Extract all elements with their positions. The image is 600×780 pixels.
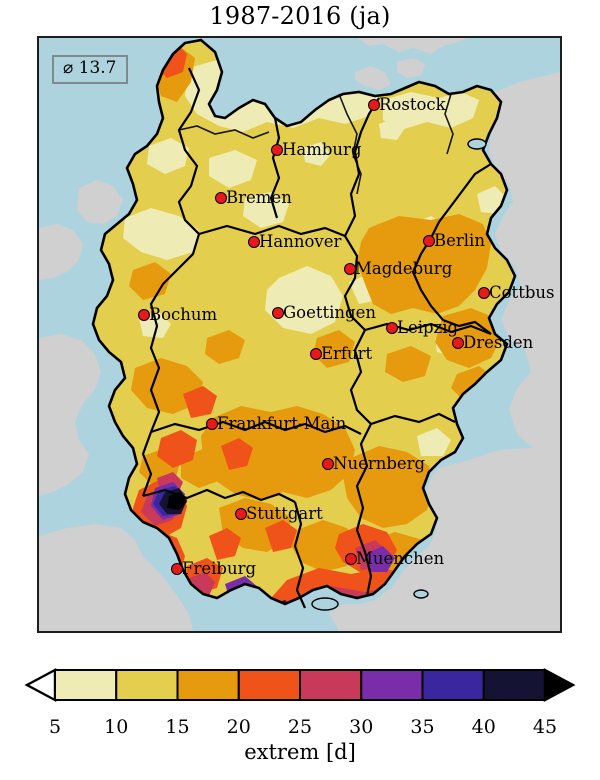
city-marker[interactable]: Nuernberg [322, 454, 425, 473]
colorbar-tick-label: 10 [104, 716, 129, 738]
city-dot-icon [345, 553, 357, 565]
city-marker[interactable]: Leipzig [386, 318, 458, 337]
city-label: Goettingen [283, 303, 376, 323]
colorbar-bin [482, 669, 546, 701]
city-marker[interactable]: Berlin [423, 231, 485, 250]
city-label: Dresden [463, 333, 534, 353]
map-panel[interactable]: ⌀ 13.7 Rostock Hamburg Bremen Berlin Hannove… [37, 36, 562, 633]
colorbar-bin [299, 669, 363, 701]
city-dot-icon [272, 307, 284, 319]
city-label: Hamburg [282, 140, 362, 160]
city-label: Frankfurt-Main [217, 414, 347, 434]
city-marker[interactable]: Freiburg [171, 559, 256, 578]
city-dot-icon [235, 508, 247, 520]
city-dot-icon [271, 144, 283, 156]
city-label: Stuttgart [246, 504, 323, 524]
city-dot-icon [452, 337, 464, 349]
colorbar-tick-label: 30 [349, 716, 374, 738]
city-label: Leipzig [397, 318, 459, 338]
colorbar-bin [54, 669, 118, 701]
colorbar-axis-label: extrem [d] [244, 740, 356, 764]
map-canvas [39, 38, 560, 631]
neighbor-land [39, 38, 560, 631]
colorbar-bin [115, 669, 179, 701]
colorbar-tick-label: 45 [532, 716, 558, 738]
city-label: Erfurt [321, 344, 373, 364]
city-dot-icon [344, 263, 356, 275]
rivers [178, 93, 454, 195]
state-borders [141, 67, 492, 609]
city-marker[interactable]: Dresden [452, 333, 533, 352]
city-dot-icon [310, 348, 322, 360]
city-marker[interactable]: Magdeburg [344, 259, 452, 278]
colorbar-bins [24, 667, 576, 703]
colorbar-tick-label: 20 [226, 716, 251, 738]
city-marker[interactable]: Bremen [215, 188, 292, 207]
colorbar-tick-labels: 5 10 15 20 25 30 35 40 45 [0, 716, 600, 744]
choropleth-map-svg [39, 38, 560, 631]
colorbar: 5 10 15 20 25 30 35 40 45 extrem [d] [0, 660, 600, 780]
colorbar-tick-label: 40 [471, 716, 496, 738]
city-marker[interactable]: Hamburg [271, 140, 362, 159]
city-label: Magdeburg [355, 259, 453, 279]
germany-outline [91, 38, 517, 606]
colorbar-bin [421, 669, 485, 701]
colorbar-tick-label: 25 [287, 716, 313, 738]
city-marker[interactable]: Bochum [138, 305, 217, 324]
city-label: Bochum [149, 305, 218, 325]
city-label: Cottbus [489, 283, 555, 303]
city-dot-icon [248, 236, 260, 248]
city-marker[interactable]: Frankfurt-Main [206, 414, 346, 433]
city-marker[interactable]: Hannover [248, 232, 341, 251]
city-dot-icon [368, 99, 380, 111]
city-marker[interactable]: Muenchen [345, 549, 444, 568]
mean-value-badge: ⌀ 13.7 [52, 55, 128, 84]
city-dot-icon [138, 309, 150, 321]
colorbar-bin [237, 669, 301, 701]
city-label: Berlin [434, 231, 485, 251]
city-label: Freiburg [182, 559, 257, 579]
city-marker[interactable]: Goettingen [272, 303, 376, 322]
city-label: Bremen [226, 188, 292, 208]
city-marker[interactable]: Erfurt [310, 344, 372, 363]
city-dot-icon [206, 418, 218, 430]
colorbar-bin [176, 669, 240, 701]
city-dot-icon [478, 287, 490, 299]
page-title: 1987-2016 (ja) [209, 2, 391, 30]
city-dot-icon [423, 235, 435, 247]
colorbar-tick-label: 5 [48, 716, 62, 738]
colorbar-bin [360, 669, 424, 701]
city-dot-icon [322, 458, 334, 470]
city-label: Muenchen [356, 549, 445, 569]
colorbar-tick-label: 15 [165, 716, 190, 738]
city-label: Hannover [259, 232, 342, 252]
colorbar-extend-above [543, 667, 576, 703]
city-marker[interactable]: Stuttgart [235, 504, 323, 523]
city-label: Nuernberg [333, 454, 426, 474]
city-dot-icon [171, 563, 183, 575]
city-marker[interactable]: Cottbus [478, 283, 554, 302]
city-label: Rostock [379, 95, 446, 115]
city-dot-icon [215, 192, 227, 204]
lakes [311, 138, 487, 611]
colorbar-svg [24, 667, 576, 703]
city-marker[interactable]: Rostock [368, 95, 446, 114]
colorbar-tick-label: 35 [410, 716, 435, 738]
city-dot-icon [386, 322, 398, 334]
colorbar-extend-below [24, 667, 57, 703]
